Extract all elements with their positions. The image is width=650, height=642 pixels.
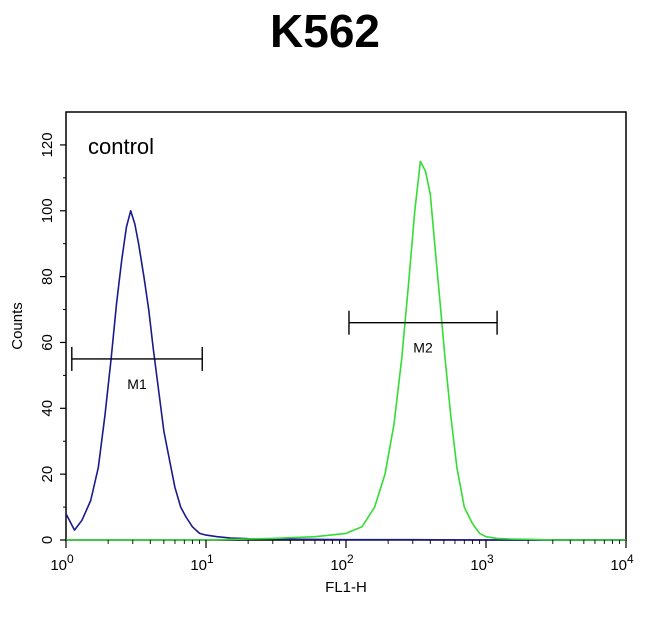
x-tick-exponent: 0 — [67, 552, 74, 566]
y-tick-label: 100 — [39, 198, 56, 223]
x-tick-exponent: 1 — [207, 552, 214, 566]
y-tick-label: 20 — [39, 466, 56, 483]
y-tick-label: 60 — [39, 334, 56, 351]
histogram-series — [65, 210, 626, 541]
x-tick-base: 10 — [190, 557, 207, 574]
x-tick-exponent: 2 — [347, 552, 354, 566]
y-tick-label: 80 — [39, 268, 56, 285]
y-tick-label: 40 — [39, 400, 56, 417]
x-tick-label: 103 — [470, 552, 494, 574]
x-tick-exponent: 4 — [627, 552, 634, 566]
x-tick-label: 101 — [190, 552, 214, 574]
x-tick-base: 10 — [50, 557, 67, 574]
y-axis-label: Counts — [9, 302, 26, 350]
marker-label: M2 — [413, 340, 433, 356]
x-tick-label: 104 — [610, 552, 634, 574]
x-tick-base: 10 — [330, 557, 347, 574]
x-tick-exponent: 3 — [487, 552, 494, 566]
y-tick-label: 0 — [39, 536, 56, 544]
x-tick-base: 10 — [470, 557, 487, 574]
marker-layer: M1 M2 — [71, 310, 498, 392]
x-tick-label: 102 — [330, 552, 354, 574]
x-axis-label: FL1-H — [325, 579, 367, 596]
series-layer — [65, 160, 626, 541]
x-tick-base: 10 — [610, 557, 627, 574]
y-tick-label: 120 — [39, 132, 56, 157]
marker-label: M1 — [127, 376, 147, 392]
histogram-series — [66, 160, 626, 541]
x-tick-label: 100 — [50, 552, 74, 574]
annotation-control: control — [88, 134, 154, 159]
chart-title: K562 — [270, 5, 380, 57]
